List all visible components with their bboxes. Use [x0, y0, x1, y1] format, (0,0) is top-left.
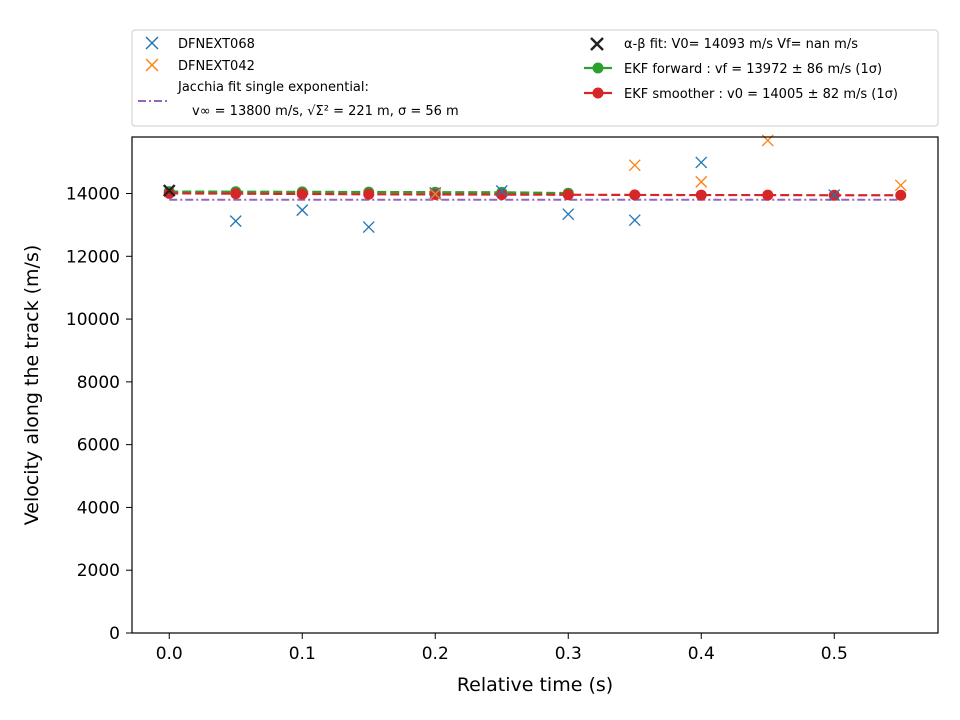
series-dfnext042-point	[628, 159, 641, 172]
legend-marker-ekf-forward	[592, 62, 604, 74]
legend-marker-dfnext068	[145, 36, 159, 50]
series-alpha-beta-point-stroke	[162, 184, 176, 197]
x-tick-label: 0.3	[555, 644, 582, 664]
plot-frame	[131, 136, 939, 634]
series-ekf-smoother-point	[363, 188, 375, 200]
legend-label-dfnext068: DFNEXT068	[178, 37, 255, 52]
plot-area	[132, 137, 938, 633]
series-ekf-smoother-line	[169, 192, 901, 197]
series-dfnext042-point	[695, 175, 708, 188]
legend-label-ekf-forward: EKF forward : vf = 13972 ± 86 m/s (1σ)	[624, 62, 882, 77]
series-dfnext068-point	[828, 189, 841, 202]
legend-label-ekf-smoother: EKF smoother : v0 = 14005 ± 82 m/s (1σ)	[624, 87, 898, 102]
y-axis: 0 2000 4000 6000 8000 10000 12000 14000	[66, 185, 132, 644]
legend: DFNEXT068 DFNEXT042 Jacchia fit single e…	[131, 29, 939, 127]
x-tick-label: 0.1	[289, 644, 316, 664]
series-dfnext042-point-stroke	[894, 179, 907, 192]
series-dfnext068-point-stroke	[828, 189, 841, 202]
series-dfnext068-point-stroke	[628, 214, 641, 227]
series-dfnext042-point-stroke	[695, 175, 708, 188]
series-ekf-smoother-point	[629, 189, 641, 201]
series-dfnext068-point	[495, 185, 508, 197]
x-tick-label: 0.0	[156, 644, 183, 664]
series-dfnext068-point	[562, 208, 575, 221]
series-ekf-smoother-point	[562, 189, 574, 201]
legend-label-jacchia-line2: v∞ = 13800 m/s, √Σ² = 221 m, σ = 56 m	[192, 104, 459, 119]
legend-marker-dfnext042	[145, 58, 159, 72]
series-dfnext068-point-stroke	[495, 185, 508, 197]
legend-marker-ekf-smoother	[592, 87, 604, 99]
series-dfnext042-point-stroke	[628, 159, 641, 172]
series-dfnext042-point	[894, 179, 907, 192]
series-dfnext068-point-stroke	[296, 204, 309, 217]
series-ekf-smoother-point	[695, 189, 707, 201]
series-dfnext068-point-stroke	[562, 208, 575, 221]
series-dfnext068-point-stroke	[429, 186, 442, 199]
series-ekf-smoother-point	[895, 189, 907, 201]
y-tick-label: 8000	[77, 373, 120, 393]
x-axis-label: Relative time (s)	[457, 674, 613, 696]
series-ekf-smoother-point	[296, 188, 308, 200]
legend-marker-alpha-beta	[590, 37, 604, 51]
series-dfnext068-point-stroke	[362, 221, 375, 234]
series-dfnext068-point-stroke	[695, 156, 708, 169]
x-tick-label: 0.5	[821, 644, 848, 664]
series-dfnext042-point	[429, 188, 442, 201]
series-dfnext068-point	[429, 186, 442, 199]
series-ekf-smoother-point	[762, 189, 774, 201]
series-alpha-beta-point	[162, 184, 176, 197]
series-ekf-smoother-point	[230, 188, 242, 200]
series-dfnext068-point-stroke	[229, 215, 242, 228]
legend-label-jacchia-line1: Jacchia fit single exponential:	[177, 80, 369, 95]
legend-frame	[131, 29, 939, 127]
series-dfnext068-point	[229, 215, 242, 228]
y-tick-label: 0	[109, 624, 120, 644]
y-tick-label: 6000	[77, 436, 120, 456]
series-ekf-smoother-point	[496, 189, 508, 201]
y-axis-label: Velocity along the track (m/s)	[21, 245, 43, 526]
series-dfnext068-point	[695, 156, 708, 169]
series-ekf-smoother-point	[163, 187, 175, 199]
chart-marks	[162, 134, 907, 234]
series-dfnext042-point-stroke	[429, 188, 442, 201]
series-dfnext068-point	[296, 204, 309, 217]
y-tick-label: 4000	[77, 498, 120, 518]
series-dfnext068-point	[362, 221, 375, 234]
y-tick-label: 10000	[66, 310, 120, 330]
legend-label-alpha-beta: α-β fit: V0= 14093 m/s Vf= nan m/s	[624, 37, 858, 52]
y-tick-label: 12000	[66, 247, 120, 267]
y-tick-label: 2000	[77, 561, 120, 581]
x-tick-label: 0.4	[688, 644, 715, 664]
series-dfnext068-point	[628, 214, 641, 227]
x-tick-label: 0.2	[422, 644, 449, 664]
legend-label-dfnext042: DFNEXT042	[178, 59, 255, 74]
y-tick-label: 14000	[66, 185, 120, 205]
x-axis: 0.0 0.1 0.2 0.3 0.4 0.5	[156, 633, 848, 664]
